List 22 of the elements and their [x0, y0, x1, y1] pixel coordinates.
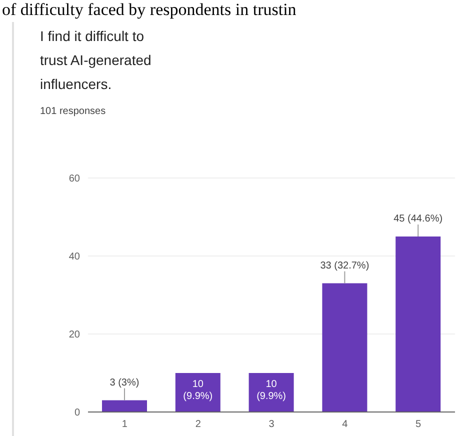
data-label: 10 (9.9%) [256, 379, 286, 402]
data-label: 10 (9.9%) [183, 379, 213, 402]
bar [248, 373, 294, 412]
chart-title: I find it difficult to trust AI-generated influencers. [40, 27, 152, 94]
x-tick-label: 5 [416, 419, 422, 430]
bar [322, 283, 368, 412]
text: of difficulty faced by respondents in trustin [2, 0, 296, 20]
y-tick-label: 60 [68, 174, 80, 185]
y-tick-label: 40 [68, 252, 80, 263]
y-tick-label: 20 [68, 330, 80, 341]
x-tick-label: 1 [122, 419, 128, 430]
bar [102, 400, 147, 412]
x-tick-label: 2 [195, 419, 202, 430]
x-tick-label: 3 [268, 419, 275, 430]
y-tick-label: 0 [74, 408, 80, 419]
data-label: 3 (3%) [110, 377, 140, 388]
x-tick-label: 4 [342, 419, 348, 430]
data-label: 33 (32.7%) [320, 260, 370, 272]
data-label: 45 (44.6%) [394, 214, 443, 224]
bar [175, 373, 220, 412]
chart-subtitle: 101 responses [40, 106, 106, 117]
bar [396, 236, 441, 412]
